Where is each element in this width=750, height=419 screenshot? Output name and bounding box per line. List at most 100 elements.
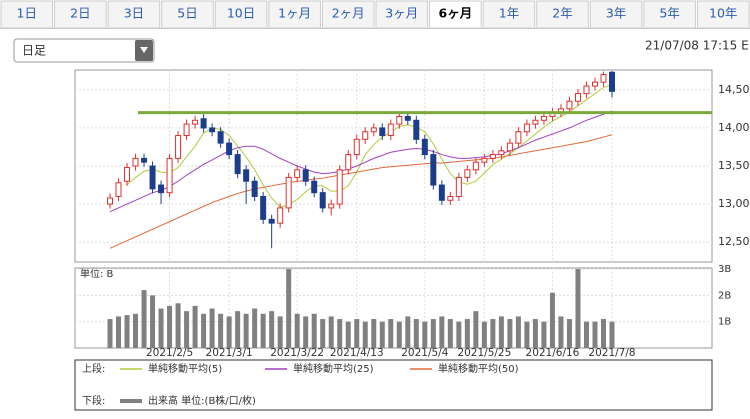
candle-body [217,131,224,144]
candle-body [124,167,131,182]
tab[interactable] [696,0,750,29]
volume-bar [269,311,275,348]
tab-label[interactable]: 1日 [17,6,37,21]
dropdown-label: 日足 [22,44,46,58]
candle-body [277,207,284,224]
tab[interactable] [54,0,107,29]
volume-bar [201,313,207,348]
volume-bar [600,319,606,348]
price-panel [74,69,713,263]
x-tick-label: 2021/6/16 [526,347,580,359]
volume-bar [609,321,615,348]
tab-label[interactable]: 10年 [709,6,737,21]
volume-bar [141,290,147,348]
candle-body [591,81,598,87]
volume-bar [184,311,190,348]
tab-label[interactable]: 3ヶ月 [385,6,418,21]
candle-body [396,115,403,125]
tab-label[interactable]: 6ヶ月 [439,6,473,21]
volume-unit: 単位: B [80,267,114,280]
volume-bar [413,319,419,348]
candle-body [609,71,615,92]
tab[interactable] [0,0,54,29]
candle-body [413,119,420,140]
tab[interactable] [107,0,161,29]
x-tick-label: 2021/5/25 [457,347,511,359]
tab-label[interactable]: 2日 [70,6,90,21]
candle-body [379,127,386,137]
tab[interactable] [321,0,375,29]
volume-bar [150,295,156,348]
volume-bar [549,292,555,348]
volume-bar [371,319,377,348]
tab[interactable] [214,0,268,29]
tab-label[interactable]: 3年 [606,6,626,21]
candle-body [540,115,547,121]
volume-bar [532,319,538,348]
tab[interactable] [536,0,589,29]
volume-bar [167,305,173,348]
candle-body [107,197,113,205]
tab[interactable] [589,0,643,29]
legend-box [74,359,713,411]
candle-body [132,157,139,167]
volume-bar [566,319,572,348]
tab-label[interactable]: 5年 [659,6,679,21]
tab-label[interactable]: 5日 [177,6,197,21]
dropdown[interactable] [13,38,155,63]
volume-bar [192,305,198,348]
volume-bar [575,269,581,348]
candle-body [166,157,173,194]
y-tick-label: 14,000 [718,121,750,134]
volume-bar [379,321,385,348]
candle-body [183,123,190,137]
candle-body [523,123,530,133]
tab-label[interactable]: 10日 [227,6,255,21]
volume-bar [277,316,283,348]
tab-label[interactable]: 2ヶ月 [332,6,365,21]
tab[interactable] [268,0,321,29]
volume-bar [235,311,241,348]
candle-body [506,142,513,152]
legend-label: 単純移動平均(25) [293,362,374,375]
volume-bar [303,316,309,348]
x-tick-label: 2021/3/22 [270,347,324,359]
volume-bar [133,313,139,348]
candle-body [302,169,309,182]
candle-body [243,169,250,182]
volume-bar [362,321,368,348]
candle-body [370,127,377,133]
volume-bar [311,313,317,348]
candle-body [175,135,182,159]
tab[interactable] [482,0,536,29]
volume-bar [320,319,326,348]
candle-body [387,123,394,137]
tab[interactable] [429,0,482,29]
candle-body [285,176,292,209]
volume-bar [464,319,470,348]
legend-upper: 上段: [82,362,105,375]
candle-body [158,184,165,194]
candle-body [294,169,301,178]
candle-body [362,131,369,140]
candle-body [421,138,428,156]
tab[interactable] [161,0,214,29]
candle-body [438,184,445,201]
tab[interactable] [375,0,429,29]
candle-body [430,154,437,186]
candle-body [149,165,156,190]
candle-body [260,195,267,220]
legend-label: 出来高 単位:(B株/口/枚) [148,394,256,407]
legend-label: 単純移動平均(5) [148,362,222,375]
candle-body [200,118,207,129]
tab-label[interactable]: 1ヶ月 [278,6,311,21]
tab-label[interactable]: 3日 [124,6,144,21]
volume-bar [218,313,224,348]
tab-label[interactable]: 1年 [499,6,519,21]
x-tick-label: 2021/7/8 [588,347,635,359]
tab-label[interactable]: 2年 [552,6,572,21]
candle-body [566,100,573,110]
tab[interactable] [643,0,696,29]
volume-bar [286,269,292,348]
